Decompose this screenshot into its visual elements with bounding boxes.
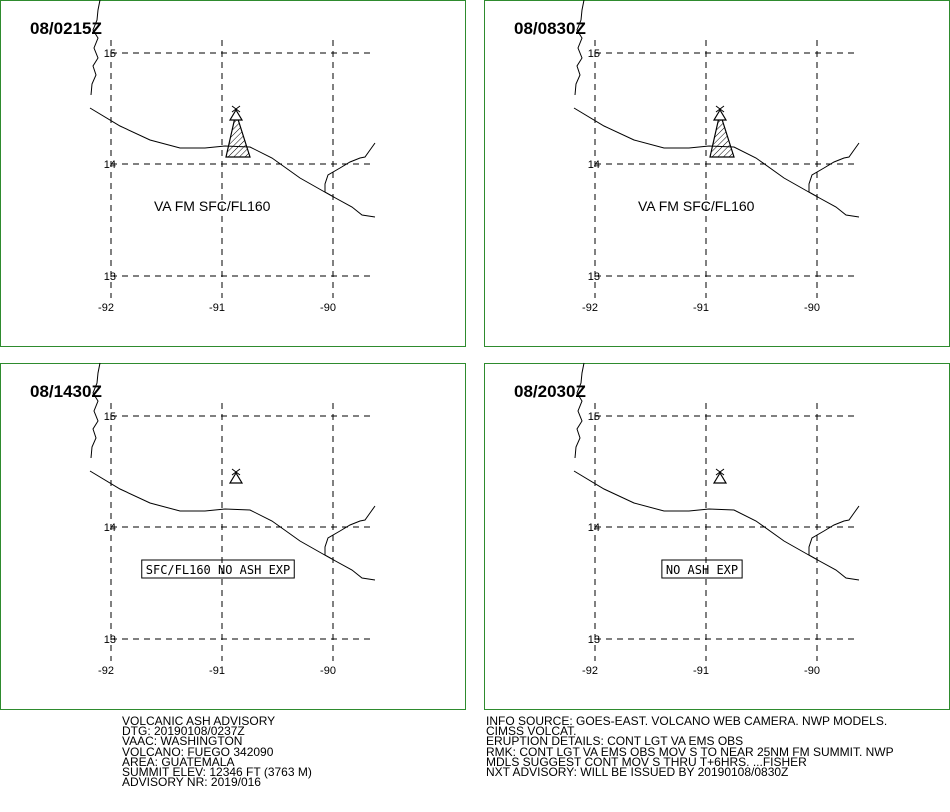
lon-label: -91 bbox=[209, 665, 225, 677]
volcano-triangle-icon bbox=[228, 105, 244, 121]
lon-label: -90 bbox=[320, 302, 336, 314]
panel-time-label: 08/1430Z bbox=[30, 382, 102, 401]
no-ash-label: NO ASH EXP bbox=[666, 563, 738, 577]
advisory-info-left: VOLCANIC ASH ADVISORY DTG: 20190108/0237Z… bbox=[122, 714, 312, 790]
lon-label: -92 bbox=[582, 665, 598, 677]
lat-label: 15 bbox=[588, 411, 600, 423]
va-level-label: VA FM SFC/FL160 bbox=[638, 198, 755, 214]
panel-time-label: 08/0830Z bbox=[514, 19, 586, 38]
advisory-line: ADVISORY NR: 2019/016 bbox=[122, 775, 261, 790]
lon-label: -90 bbox=[804, 665, 820, 677]
lat-label: 14 bbox=[104, 159, 116, 171]
lon-label: -91 bbox=[209, 302, 225, 314]
lat-label: 14 bbox=[104, 522, 116, 534]
no-ash-box bbox=[141, 559, 295, 579]
advisory-line: RMK: CONT LGT VA EMS OBS MOV S TO NEAR 2… bbox=[486, 744, 894, 759]
coastline bbox=[573, 107, 860, 218]
panel-frame bbox=[0, 0, 466, 347]
coastline bbox=[89, 470, 376, 581]
volcano-triangle-icon bbox=[712, 105, 728, 121]
panel-frame bbox=[0, 363, 466, 710]
lon-label: -92 bbox=[98, 665, 114, 677]
advisory-line: VAAC: WASHINGTON bbox=[122, 734, 243, 749]
country-border bbox=[324, 142, 376, 198]
volcano-triangle-icon bbox=[712, 468, 728, 484]
country-border-west bbox=[574, 362, 585, 459]
lon-label: -92 bbox=[582, 302, 598, 314]
va-level-label: VA FM SFC/FL160 bbox=[154, 198, 271, 214]
lat-label: 15 bbox=[104, 411, 116, 423]
panel-time-label: 08/2030Z bbox=[514, 382, 586, 401]
no-ash-label: SFC/FL160 NO ASH EXP bbox=[146, 563, 291, 577]
lon-label: -90 bbox=[320, 665, 336, 677]
advisory-line: ERUPTION DETAILS: CONT LGT VA EMS OBS bbox=[486, 734, 744, 749]
country-border bbox=[808, 142, 860, 198]
lon-label: -91 bbox=[693, 665, 709, 677]
lat-label: 14 bbox=[588, 159, 600, 171]
advisory-info-right: INFO SOURCE: GOES-EAST. VOLCANO WEB CAME… bbox=[486, 714, 894, 779]
ash-area-polygon bbox=[709, 110, 735, 158]
lon-label: -91 bbox=[693, 302, 709, 314]
advisory-line: CIMSS VOLCAT. bbox=[486, 724, 577, 739]
advisory-line: SUMMIT ELEV: 12346 FT (3763 M) bbox=[122, 764, 312, 779]
panel-frame bbox=[484, 363, 950, 710]
lat-label: 15 bbox=[588, 48, 600, 60]
country-border-west bbox=[574, 0, 585, 96]
coastline bbox=[89, 107, 376, 218]
advisory-line: AREA: GUATEMALA bbox=[122, 754, 235, 769]
forecast-panel-1: 15 14 13 -92 -91 -90 08/0215Z VA FM SFC/FL160 bbox=[0, 0, 466, 347]
country-border bbox=[808, 505, 860, 561]
country-border-west bbox=[90, 362, 101, 459]
advisory-line: INFO SOURCE: GOES-EAST. VOLCANO WEB CAME… bbox=[486, 714, 888, 728]
no-ash-box bbox=[661, 559, 743, 579]
lat-label: 15 bbox=[104, 48, 116, 60]
panel-frame bbox=[484, 0, 950, 347]
coastline bbox=[573, 470, 860, 581]
lat-label: 13 bbox=[588, 634, 600, 646]
advisory-line: MDLS SUGGEST CONT MOV S THRU T+6HRS. ...… bbox=[486, 754, 807, 769]
country-border bbox=[324, 505, 376, 561]
ash-area-polygon bbox=[225, 110, 251, 158]
advisory-line: DTG: 20190108/0237Z bbox=[122, 724, 245, 739]
forecast-panel-2: 15 14 13 -92 -91 -90 08/0830Z VA FM SFC/FL160 bbox=[484, 0, 950, 347]
volcano-triangle-icon bbox=[228, 468, 244, 484]
lat-label: 14 bbox=[588, 522, 600, 534]
forecast-panel-4: 15 14 13 -92 -91 -90 08/2030Z NO ASH EXP bbox=[484, 362, 950, 710]
country-border-west bbox=[90, 0, 101, 96]
lon-label: -92 bbox=[98, 302, 114, 314]
lon-label: -90 bbox=[804, 302, 820, 314]
lat-label: 13 bbox=[588, 271, 600, 283]
advisory-line: VOLCANO: FUEGO 342090 bbox=[122, 744, 274, 759]
advisory-line: VOLCANIC ASH ADVISORY bbox=[122, 714, 276, 728]
lat-label: 13 bbox=[104, 271, 116, 283]
advisory-line: NXT ADVISORY: WILL BE ISSUED BY 20190108… bbox=[486, 764, 789, 779]
lat-label: 13 bbox=[104, 634, 116, 646]
panel-time-label: 08/0215Z bbox=[30, 19, 102, 38]
forecast-panel-3: 15 14 13 -92 -91 -90 08/1430Z SFC/FL160 NO ASH … bbox=[0, 362, 466, 710]
